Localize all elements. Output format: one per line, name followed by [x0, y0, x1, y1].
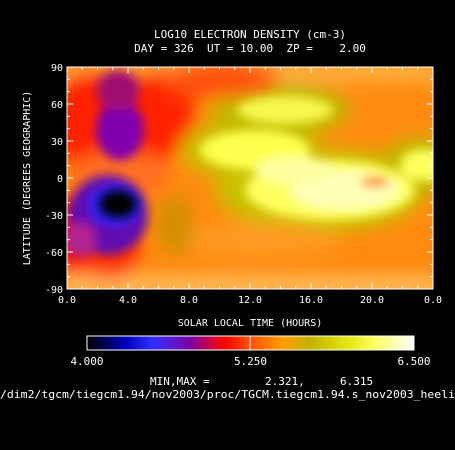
min-value: 2.321,: [265, 375, 305, 388]
chart-subtitle: DAY = 326 UT = 10.00 ZP = 2.00: [134, 42, 366, 55]
chart-title: LOG10 ELECTRON DENSITY (cm-3): [154, 28, 346, 41]
x-axis-label: SOLAR LOCAL TIME (HOURS): [178, 318, 323, 329]
colorbar-tick-label: 5.250: [234, 355, 267, 368]
y-tick-label: 90: [51, 63, 63, 74]
x-tick-label: 20.0: [360, 295, 384, 306]
y-tick-label: 30: [51, 137, 63, 148]
y-tick-label: 0: [57, 174, 63, 185]
y-tick-label: -60: [45, 248, 63, 259]
x-tick-label: 0.0: [424, 295, 442, 306]
heatmap-field: [67, 67, 433, 289]
x-tick-label: 4.0: [119, 295, 137, 306]
y-tick-label: -30: [45, 211, 63, 222]
x-tick-label: 8.0: [180, 295, 198, 306]
footer-path: /dim2/tgcm/tiegcm1.94/nov2003/proc/TGCM.…: [0, 389, 455, 401]
x-ticks: 0.0 4.0 8.0 12.0 16.0 20.0 0.0: [58, 67, 442, 306]
colorbar-ticks: 4.000 5.250 6.500: [70, 355, 430, 368]
y-ticks: 90 60 30 0 -30 -60 -90: [45, 63, 433, 296]
y-tick-label: 60: [51, 100, 63, 111]
x-tick-label: 0.0: [58, 295, 76, 306]
min-max-label: MIN,MAX =: [150, 375, 210, 388]
colorbar-tick-label: 4.000: [70, 355, 103, 368]
max-value: 6.315: [340, 375, 373, 388]
colorbar-tick-label: 6.500: [397, 355, 430, 368]
x-tick-label: 16.0: [299, 295, 323, 306]
y-axis-label: LATITUDE (DEGREES GEOGRAPHIC): [22, 91, 33, 266]
x-tick-label: 12.0: [238, 295, 262, 306]
y-tick-label: -90: [45, 285, 63, 296]
